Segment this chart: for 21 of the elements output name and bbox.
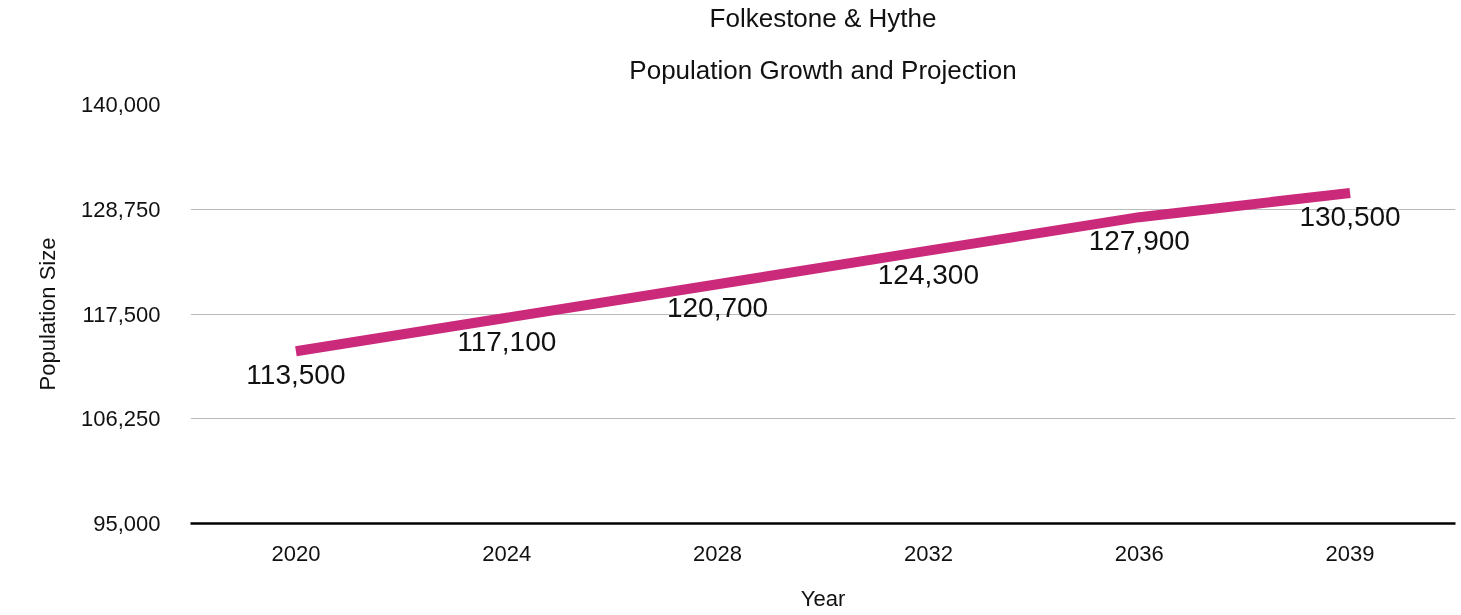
data-label: 130,500 xyxy=(1299,200,1401,232)
data-label: 120,700 xyxy=(666,292,769,324)
y-tick-label: 128,750 xyxy=(80,196,161,222)
data-label: 117,100 xyxy=(457,325,557,357)
y-tick-label: 117,500 xyxy=(82,301,161,327)
y-tick-label: 140,000 xyxy=(80,92,161,117)
data-label: 113,500 xyxy=(246,359,346,391)
x-axis-title: Year xyxy=(800,585,846,611)
chart-subtitle: Population Growth and Projection xyxy=(629,54,1017,85)
x-tick-label: 2020 xyxy=(271,540,321,566)
x-tick-label: 2039 xyxy=(1325,540,1375,566)
y-tick-label: 95,000 xyxy=(93,511,161,536)
x-tick-label: 2036 xyxy=(1114,540,1164,566)
chart-title: Folkestone & Hythe xyxy=(709,2,937,33)
x-tick-label: 2024 xyxy=(482,540,532,566)
x-tick-label: 2032 xyxy=(903,540,953,566)
data-label: 124,300 xyxy=(877,258,980,290)
y-tick-label: 106,250 xyxy=(80,406,161,432)
y-axis-title: Population Size xyxy=(34,237,60,391)
data-label: 127,900 xyxy=(1088,225,1190,257)
x-tick-label: 2028 xyxy=(693,540,743,566)
